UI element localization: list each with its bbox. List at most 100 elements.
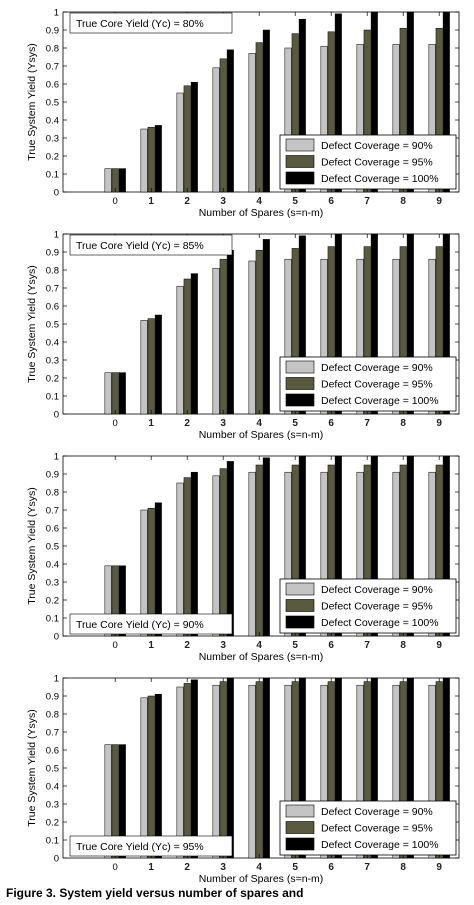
- bar: [140, 509, 148, 637]
- bar: [334, 677, 342, 859]
- y-axis-label: True System Yield (Ysys): [26, 265, 38, 382]
- bar: [356, 44, 364, 193]
- legend-label: Defect Coverage = 95%: [321, 157, 433, 169]
- x-tick-label: 0: [113, 862, 118, 873]
- x-tick-label: 2: [184, 640, 190, 651]
- y-tick-label: 0.2: [46, 818, 59, 829]
- bar: [154, 314, 162, 415]
- bar: [298, 235, 306, 415]
- bar: [226, 461, 234, 637]
- bar: [442, 677, 450, 859]
- legend-label: Defect Coverage = 90%: [321, 140, 433, 152]
- x-tick-label: 3: [220, 640, 226, 651]
- bar: [428, 44, 436, 193]
- bar: [212, 475, 220, 637]
- bar: [255, 249, 263, 415]
- bar: [176, 92, 184, 193]
- x-tick-label: 8: [400, 418, 406, 429]
- x-tick-label: 0: [113, 196, 118, 207]
- x-tick-label: 4: [256, 862, 262, 873]
- legend-label: Defect Coverage = 90%: [321, 362, 433, 374]
- legend-swatch: [285, 821, 315, 834]
- bar: [190, 273, 198, 415]
- y-tick-label: 0.9: [46, 26, 59, 37]
- chart-panel-3: 0 0.1 0.2 0.3 0.4 0.5 0.6 0.7 0.8 0.9 1 0 1 2 3 4 5 6 7 8 9 N…: [26, 452, 460, 663]
- y-tick-label: 0.2: [46, 152, 59, 163]
- bar: [219, 58, 227, 193]
- bar: [442, 455, 450, 637]
- x-tick-label: 2: [184, 862, 190, 873]
- x-tick-label: 6: [328, 862, 334, 873]
- x-tick-label: 8: [400, 640, 406, 651]
- y-tick-label: 0.8: [46, 266, 59, 277]
- x-axis-label: Number of Spares (s=n-m): [199, 207, 324, 219]
- bar: [428, 684, 436, 859]
- y-tick-label: 0.6: [46, 80, 59, 91]
- y-tick-label: 0.4: [46, 116, 59, 127]
- legend-swatch: [285, 155, 315, 168]
- bar: [262, 457, 270, 637]
- y-tick-label: 0: [54, 632, 59, 643]
- annotation-box: [69, 835, 233, 857]
- bar: [248, 260, 256, 415]
- bar: [298, 455, 306, 637]
- y-tick-label: 1: [54, 8, 59, 19]
- y-tick-label: 0.8: [46, 710, 59, 721]
- bar: [248, 471, 256, 637]
- bar: [226, 49, 234, 193]
- bar: [248, 53, 256, 193]
- bar: [284, 47, 292, 193]
- bar: [428, 471, 436, 637]
- bar: [104, 168, 112, 193]
- annotation-box: [69, 234, 233, 256]
- y-tick-label: 0.8: [46, 44, 59, 55]
- x-tick-label: 7: [364, 418, 370, 429]
- bar: [147, 318, 155, 415]
- x-tick-label: 6: [328, 640, 334, 651]
- x-tick-label: 9: [436, 640, 442, 651]
- x-tick-label: 0: [113, 640, 118, 651]
- bar: [176, 285, 184, 415]
- bar: [111, 372, 119, 415]
- bar: [370, 455, 378, 637]
- x-tick-label: 1: [148, 862, 154, 873]
- x-tick-label: 8: [400, 196, 406, 207]
- y-tick-label: 0.5: [46, 320, 59, 331]
- bar: [406, 233, 414, 415]
- x-tick-label: 2: [184, 196, 190, 207]
- bar: [118, 565, 126, 637]
- bar: [226, 249, 234, 415]
- y-tick-label: 0.3: [46, 134, 59, 145]
- y-tick-label: 0.3: [46, 578, 59, 589]
- chart-panel-1: 0 0.1 0.2 0.3 0.4 0.5 0.6 0.7 0.8 0.9 1 0 1 2 3 4 5 6 7 8 9 N…: [26, 8, 460, 219]
- bar: [183, 477, 191, 637]
- y-tick-label: 0.5: [46, 764, 59, 775]
- x-tick-label: 3: [220, 418, 226, 429]
- bar: [262, 239, 270, 415]
- bar: [320, 258, 328, 415]
- legend-label: Defect Coverage = 100%: [321, 839, 439, 851]
- figure-caption: Figure 3. System yield versus number of …: [6, 886, 304, 900]
- bar: [212, 684, 220, 859]
- chart-panel-4: 0 0.1 0.2 0.3 0.4 0.5 0.6 0.7 0.8 0.9 1 0 1 2 3 4 5 6 7 8 9 N…: [26, 674, 460, 885]
- x-tick-label: 7: [364, 640, 370, 651]
- y-tick-label: 0.2: [46, 596, 59, 607]
- bar: [284, 684, 292, 859]
- y-tick-label: 1: [54, 230, 59, 241]
- bar: [154, 125, 162, 193]
- x-tick-label: 9: [436, 196, 442, 207]
- x-tick-label: 5: [292, 862, 298, 873]
- x-tick-label: 2: [184, 418, 190, 429]
- y-tick-label: 0: [54, 854, 59, 865]
- y-tick-label: 0: [54, 410, 59, 421]
- y-tick-label: 0.7: [46, 728, 59, 739]
- legend-swatch: [285, 393, 315, 407]
- bar: [392, 44, 400, 193]
- legend-label: Defect Coverage = 90%: [321, 584, 433, 596]
- y-tick-label: 0.6: [46, 302, 59, 313]
- bar: [154, 693, 162, 859]
- x-tick-label: 9: [436, 418, 442, 429]
- bar: [262, 677, 270, 859]
- y-tick-label: 0.1: [46, 614, 59, 625]
- bar: [190, 81, 198, 193]
